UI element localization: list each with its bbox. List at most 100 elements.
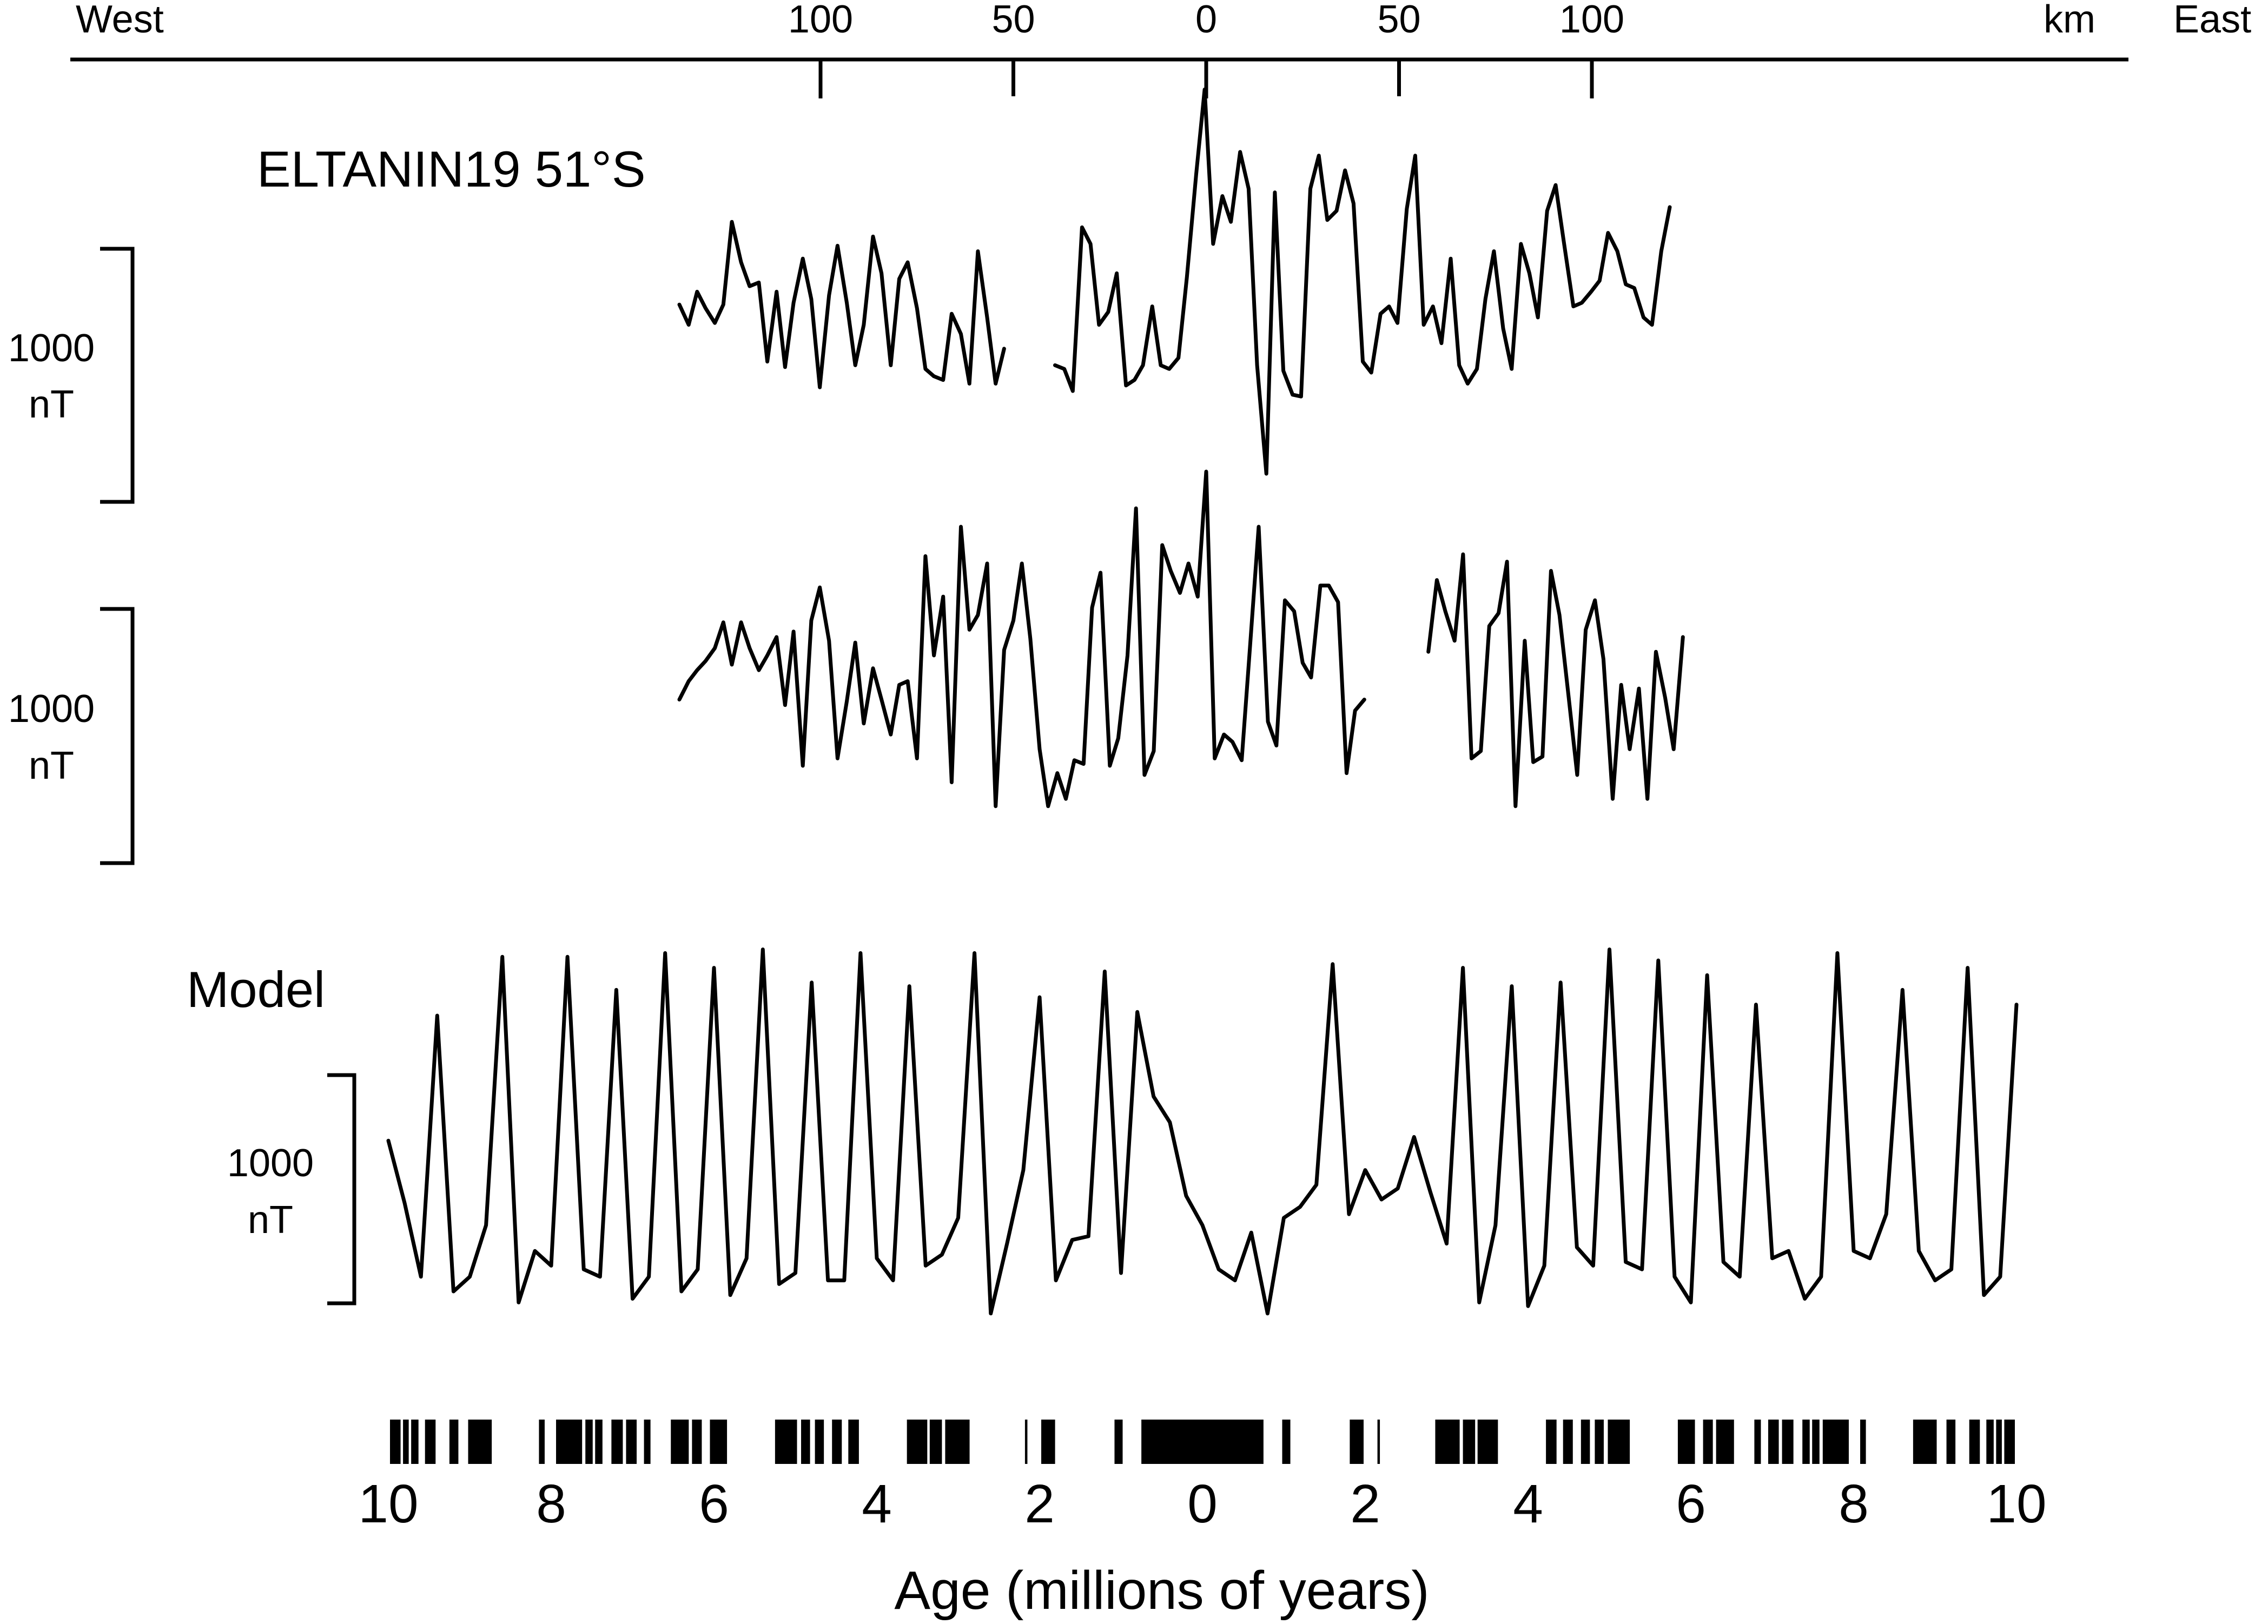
normal-polarity-block (1546, 1420, 1557, 1464)
normal-polarity-block (815, 1420, 824, 1464)
anomaly-trace-segment (386, 947, 2019, 1316)
age-tick-label: 0 (1187, 1474, 1218, 1534)
normal-polarity-block (1716, 1420, 1734, 1464)
normal-polarity-block (945, 1420, 970, 1464)
normal-polarity-block (390, 1420, 401, 1464)
normal-polarity-block (1608, 1420, 1630, 1464)
normal-polarity-block (2004, 1420, 2015, 1464)
normal-polarity-block (1581, 1420, 1590, 1464)
normal-polarity-block (1768, 1420, 1779, 1464)
panel-profile-2-traces (677, 469, 1685, 808)
normal-polarity-block (1822, 1420, 1849, 1464)
age-tick-label: 8 (536, 1474, 566, 1534)
normal-polarity-block (710, 1420, 728, 1464)
normal-polarity-block (1024, 1420, 1028, 1464)
normal-polarity-block (1377, 1420, 1380, 1464)
age-tick-label: 10 (358, 1474, 418, 1534)
normal-polarity-block (929, 1420, 942, 1464)
distance-axis-east-label: East (2173, 0, 2251, 41)
normal-polarity-block (1986, 1420, 1994, 1464)
normal-polarity-block (644, 1420, 651, 1464)
normal-polarity-block (1435, 1420, 1460, 1464)
scale-bar-panel-2-value: 1000 (8, 687, 95, 731)
age-tick-label: 2 (1350, 1474, 1380, 1534)
normal-polarity-block (403, 1420, 409, 1464)
normal-polarity-block (692, 1420, 702, 1464)
panel-eltanin19-title: ELTANIN19 51°S (257, 141, 646, 197)
age-axis-ticks: 10 8 6 4 2 0 2 4 6 8 10 (358, 1474, 2046, 1534)
age-tick-label: 6 (1676, 1474, 1706, 1534)
age-tick-label: 4 (1513, 1474, 1543, 1534)
normal-polarity-block (411, 1420, 419, 1464)
normal-polarity-block (801, 1420, 810, 1464)
distance-axis-unit-label: km (2044, 0, 2095, 41)
distance-tick-label: 50 (1377, 0, 1420, 41)
normal-polarity-block (1350, 1420, 1364, 1464)
age-axis: 10 8 6 4 2 0 2 4 6 8 10 Age (millions of years) (358, 1474, 2046, 1621)
normal-polarity-block (1754, 1420, 1761, 1464)
normal-polarity-block (1812, 1420, 1820, 1464)
panel-eltanin19: ELTANIN19 51°S 1000 nT (8, 87, 1672, 504)
normal-polarity-block (848, 1420, 859, 1464)
normal-polarity-block (468, 1420, 492, 1464)
normal-polarity-block (1114, 1420, 1123, 1464)
normal-polarity-block (626, 1420, 637, 1464)
age-tick-label: 10 (1986, 1474, 2046, 1534)
distance-tick-label: 50 (991, 0, 1035, 41)
normal-polarity-block (1782, 1420, 1794, 1464)
normal-polarity-block (1677, 1420, 1695, 1464)
panel-eltanin19-traces (677, 87, 1672, 476)
normal-polarity-block (1969, 1420, 1980, 1464)
normal-polarity-block (449, 1420, 459, 1464)
panel-profile-2: 1000 nT (8, 469, 1685, 865)
normal-polarity-block (425, 1420, 436, 1464)
anomaly-trace-segment (677, 220, 1006, 389)
normal-polarity-block (671, 1420, 689, 1464)
anomaly-trace-segment (677, 469, 1366, 808)
normal-polarity-block (1802, 1420, 1810, 1464)
scale-bar-panel-3 (327, 1073, 356, 1305)
panel-model-traces (386, 947, 2019, 1316)
normal-polarity-block (1595, 1420, 1604, 1464)
scale-bar-panel-3-unit: nT (248, 1198, 293, 1242)
panel-model-title: Model (187, 961, 325, 1018)
normal-polarity-block (1463, 1420, 1476, 1464)
scale-bar-panel-3-value: 1000 (227, 1142, 314, 1185)
normal-polarity-block (775, 1420, 797, 1464)
normal-polarity-block (1041, 1420, 1055, 1464)
age-tick-label: 8 (1839, 1474, 1869, 1534)
normal-polarity-block (1913, 1420, 1937, 1464)
normal-polarity-block (832, 1420, 842, 1464)
normal-polarity-block (907, 1420, 928, 1464)
panel-model: Model 1000 nT (187, 947, 2019, 1316)
distance-axis: 100 50 0 50 100 West East km (70, 0, 2251, 98)
distance-tick-label: 0 (1195, 0, 1217, 41)
reversal-blocks (390, 1420, 2015, 1464)
scale-bar-panel-2-unit: nT (29, 744, 74, 787)
age-tick-label: 2 (1024, 1474, 1055, 1534)
distance-axis-west-label: West (76, 0, 164, 41)
distance-tick-label: 100 (1559, 0, 1624, 41)
distance-axis-ticks: 100 50 0 50 100 (788, 0, 1624, 98)
age-tick-label: 6 (699, 1474, 729, 1534)
normal-polarity-block (539, 1420, 545, 1464)
anomaly-trace-segment (1053, 87, 1672, 476)
normal-polarity-block (1477, 1420, 1498, 1464)
age-tick-label: 4 (862, 1474, 892, 1534)
normal-polarity-block (1141, 1420, 1264, 1464)
normal-polarity-block (1860, 1420, 1866, 1464)
normal-polarity-block (611, 1420, 623, 1464)
scale-bar-panel-1-value: 1000 (8, 327, 95, 370)
scale-bar-panel-1 (100, 247, 135, 504)
scale-bar-panel-1-unit: nT (29, 383, 74, 426)
distance-tick-label: 100 (788, 0, 853, 41)
normal-polarity-block (1996, 1420, 2002, 1464)
normal-polarity-block (1282, 1420, 1291, 1464)
normal-polarity-block (1563, 1420, 1573, 1464)
normal-polarity-block (1946, 1420, 1956, 1464)
normal-polarity-block (595, 1420, 603, 1464)
age-axis-title: Age (millions of years) (894, 1560, 1429, 1621)
normal-polarity-block (585, 1420, 593, 1464)
scale-bar-panel-2 (100, 607, 135, 865)
